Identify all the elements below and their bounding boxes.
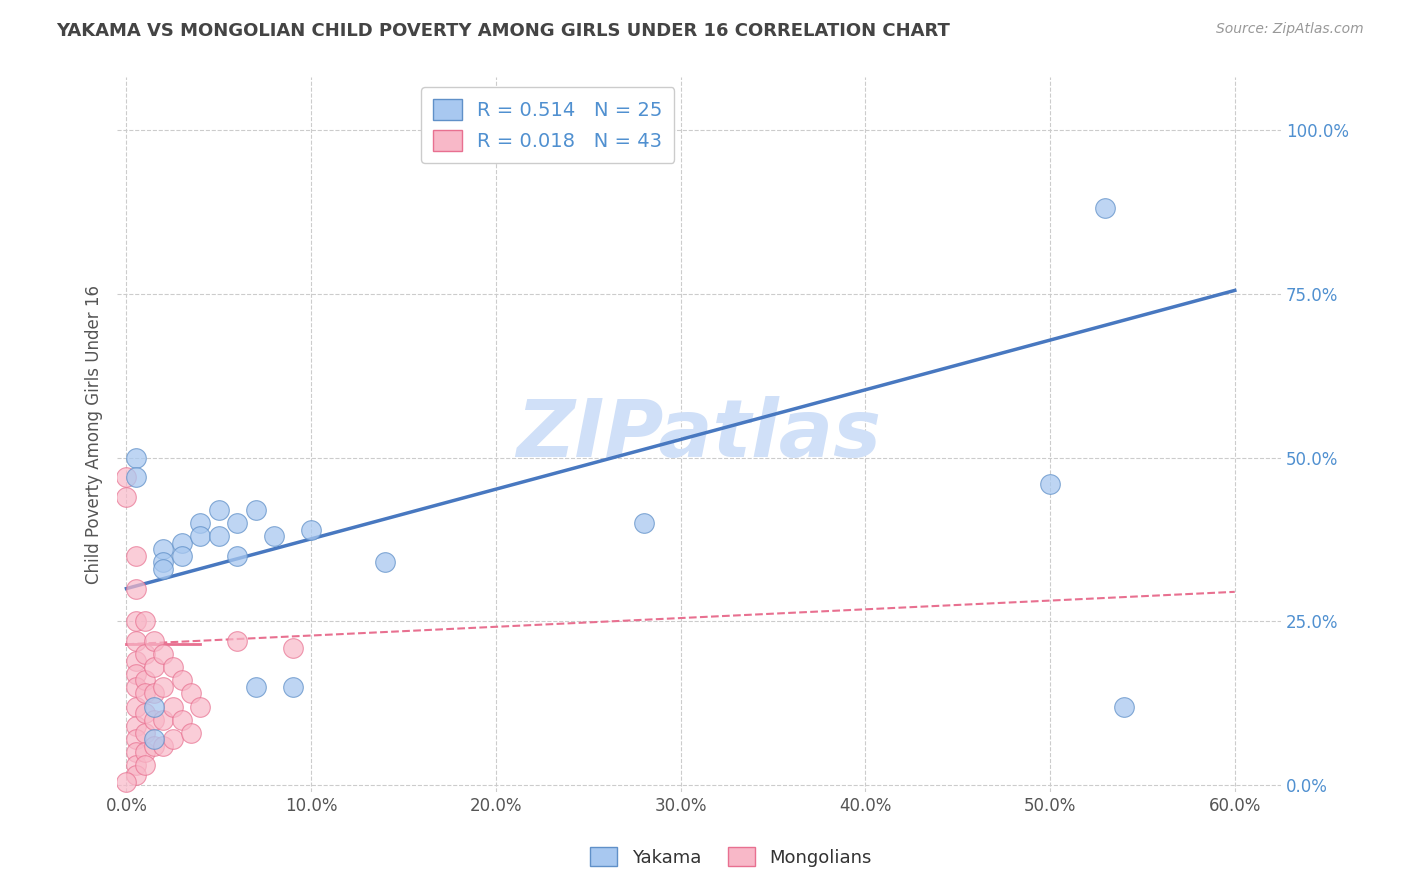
Point [152, 542, 174, 557]
Point [180, 686, 202, 700]
Text: YAKAMA VS MONGOLIAN CHILD POVERTY AMONG GIRLS UNDER 16 CORRELATION CHART: YAKAMA VS MONGOLIAN CHILD POVERTY AMONG … [56, 22, 950, 40]
Point [208, 529, 231, 543]
Point [124, 654, 146, 668]
Point [124, 719, 146, 733]
Point [124, 699, 146, 714]
Point [124, 745, 146, 759]
Text: ZIPatlas: ZIPatlas [516, 395, 882, 474]
Point [188, 529, 211, 543]
Point [134, 647, 156, 661]
Point [124, 549, 146, 563]
Point [170, 549, 193, 563]
Point [124, 450, 146, 465]
Point [152, 739, 174, 753]
Point [124, 680, 146, 694]
Point [226, 634, 249, 648]
Point [143, 634, 166, 648]
Point [134, 758, 156, 772]
Point [115, 490, 138, 504]
Point [134, 673, 156, 688]
Point [152, 562, 174, 576]
Point [143, 713, 166, 727]
Point [170, 535, 193, 549]
Point [143, 686, 166, 700]
Point [134, 686, 156, 700]
Point [134, 706, 156, 720]
Point [134, 725, 156, 739]
Point [162, 660, 184, 674]
Point [152, 713, 174, 727]
Point [188, 516, 211, 530]
Legend: Yakama, Mongolians: Yakama, Mongolians [583, 840, 879, 874]
Point [263, 529, 285, 543]
Point [170, 713, 193, 727]
Point [143, 660, 166, 674]
Point [152, 555, 174, 569]
Point [299, 523, 322, 537]
Point [124, 634, 146, 648]
Point [170, 673, 193, 688]
Point [143, 739, 166, 753]
Point [124, 582, 146, 596]
Point [1039, 476, 1062, 491]
Point [124, 666, 146, 681]
Text: Source: ZipAtlas.com: Source: ZipAtlas.com [1216, 22, 1364, 37]
Point [124, 732, 146, 747]
Point [374, 555, 396, 569]
Point [115, 470, 138, 484]
Point [152, 680, 174, 694]
Point [152, 647, 174, 661]
Point [633, 516, 655, 530]
Point [208, 503, 231, 517]
Point [115, 775, 138, 789]
Point [1094, 202, 1116, 216]
Point [162, 732, 184, 747]
Point [162, 699, 184, 714]
Point [134, 745, 156, 759]
Point [281, 640, 304, 655]
Y-axis label: Child Poverty Among Girls Under 16: Child Poverty Among Girls Under 16 [86, 285, 103, 584]
Point [124, 615, 146, 629]
Point [143, 699, 166, 714]
Point [188, 699, 211, 714]
Point [245, 503, 267, 517]
Point [281, 680, 304, 694]
Point [124, 768, 146, 782]
Point [245, 680, 267, 694]
Point [134, 615, 156, 629]
Point [226, 549, 249, 563]
Point [143, 732, 166, 747]
Point [124, 758, 146, 772]
Point [1112, 699, 1135, 714]
Point [226, 516, 249, 530]
Legend: R = 0.514   N = 25, R = 0.018   N = 43: R = 0.514 N = 25, R = 0.018 N = 43 [420, 87, 675, 162]
Point [180, 725, 202, 739]
Point [124, 470, 146, 484]
